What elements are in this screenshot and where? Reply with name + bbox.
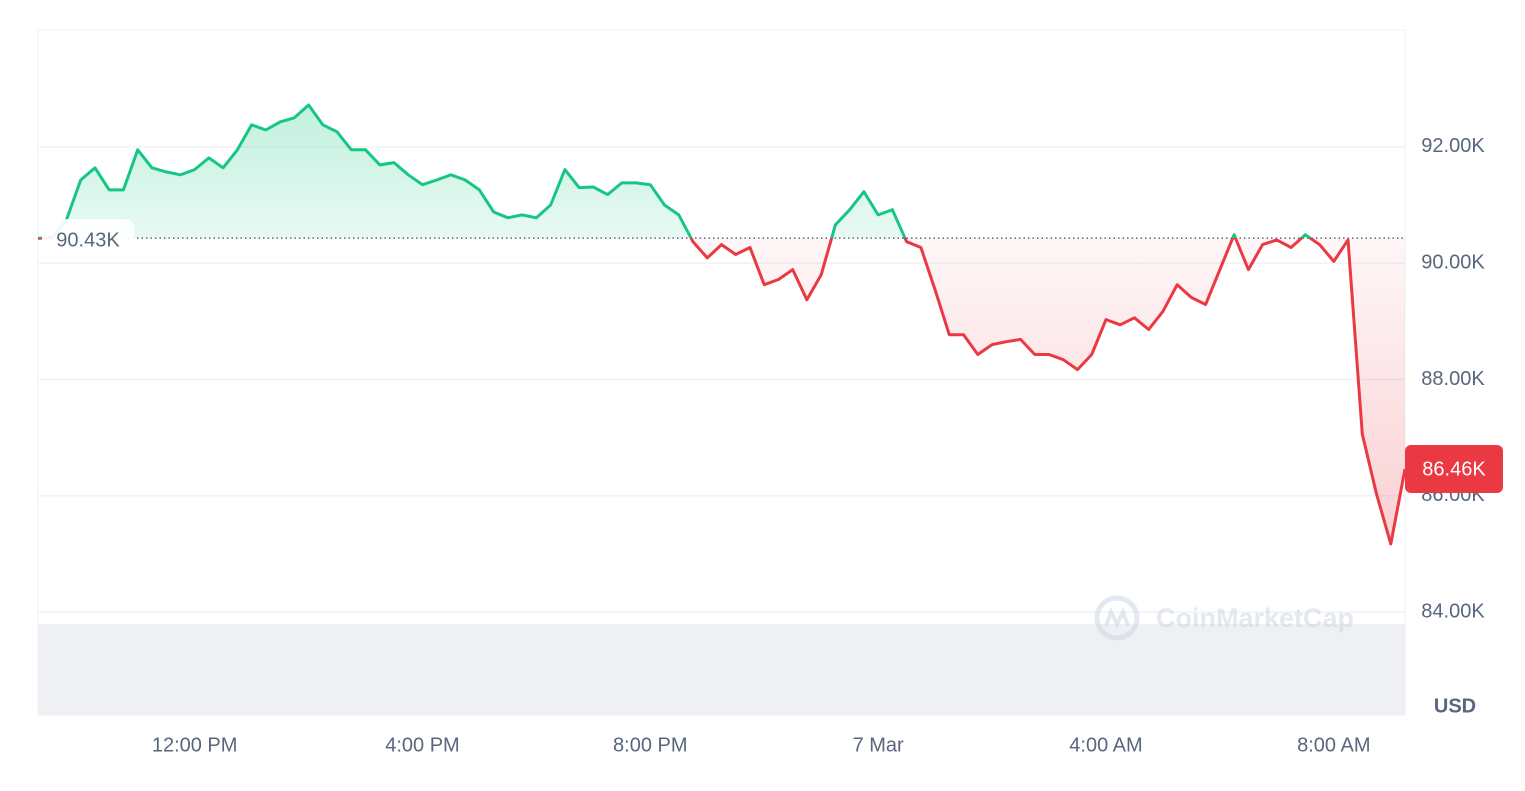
y-tick-label: 88.00K xyxy=(1421,368,1485,390)
watermark: CoinMarketCap xyxy=(1094,595,1354,641)
plot xyxy=(37,103,1407,546)
volume-area xyxy=(38,624,1405,715)
current-price-tag xyxy=(1405,445,1503,494)
x-tick-label: 4:00 AM xyxy=(1069,734,1142,756)
x-tick-label: 8:00 AM xyxy=(1297,734,1370,756)
price-area xyxy=(38,105,1405,544)
current-price-text: 86.46K xyxy=(1422,458,1486,480)
y-tick-label: 90.00K xyxy=(1421,251,1485,273)
x-tick-label: 4:00 PM xyxy=(385,734,459,756)
baseline-tag-text: 90.43K xyxy=(56,229,120,251)
watermark-logo-mark xyxy=(1104,606,1130,629)
watermark-logo xyxy=(1094,595,1140,641)
watermark-text: CoinMarketCap xyxy=(1156,603,1354,633)
y-tick-label: 92.00K xyxy=(1421,135,1485,157)
y-tick-label: 84.00K xyxy=(1421,600,1485,622)
y-axis-label: USD xyxy=(1434,695,1476,717)
price-line xyxy=(37,103,1407,546)
baseline-tag xyxy=(42,219,134,258)
x-tick-label: 7 Mar xyxy=(853,734,904,756)
x-tick-label: 8:00 PM xyxy=(613,734,687,756)
x-tick-label: 12:00 PM xyxy=(152,734,238,756)
